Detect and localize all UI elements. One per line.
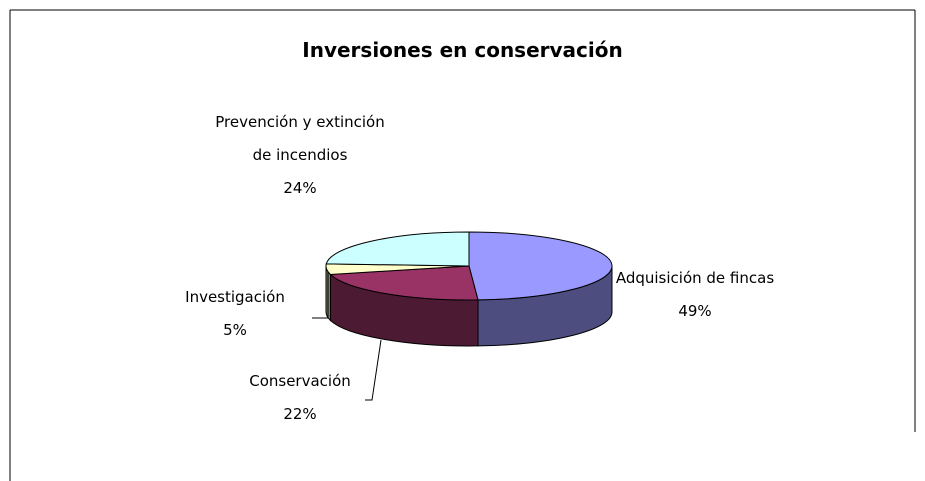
slice-label: Investigación 5% xyxy=(150,281,320,347)
pie xyxy=(325,231,613,347)
slice-value: 49% xyxy=(678,302,712,320)
slice-label: Adquisición de fincas 49% xyxy=(610,262,780,328)
slice-value: 24% xyxy=(283,179,317,197)
pie-slice xyxy=(468,231,613,301)
leader-line xyxy=(365,339,382,401)
leader-line xyxy=(312,272,329,319)
slice-label: Prevención y extinción de incendios 24% xyxy=(215,106,385,205)
slice-name: Adquisición de fincas xyxy=(615,269,775,287)
pie-slice xyxy=(325,231,470,267)
pie-slice xyxy=(329,265,479,301)
slice-value: 5% xyxy=(223,321,247,339)
slice-name: Investigación xyxy=(185,288,285,306)
slice-label: Conservación 22% xyxy=(220,365,380,431)
chart-title: Inversiones en conservación xyxy=(302,38,623,62)
slice-name: Conservación xyxy=(249,372,351,390)
slice-name: Prevención y extinción de incendios xyxy=(215,113,385,164)
slice-value: 22% xyxy=(283,405,317,423)
